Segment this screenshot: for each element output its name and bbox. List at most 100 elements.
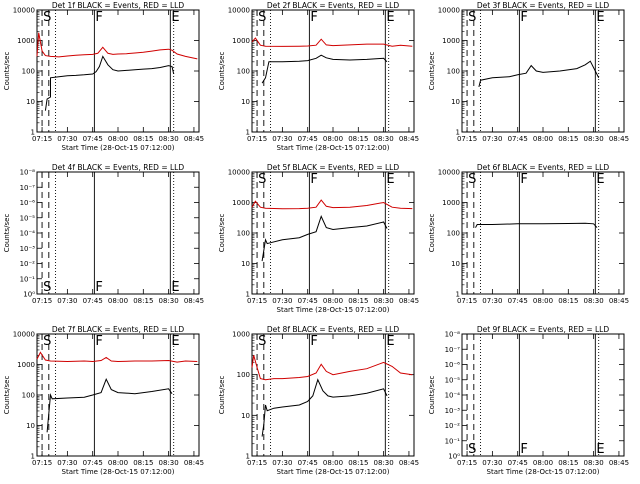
y-tick-label: 10⁻¹ <box>20 275 36 283</box>
y-tick-label: 1000 <box>232 37 250 45</box>
y-tick-label: 100 <box>237 68 250 76</box>
x-tick-label: 08:15 <box>348 297 368 305</box>
y-tick-label: 1 <box>246 291 250 299</box>
plot-frame <box>461 333 625 457</box>
x-tick-label: 08:15 <box>558 459 578 467</box>
plot-frame <box>36 333 200 457</box>
marker-label-s: S <box>258 172 266 187</box>
y-tick-label: 1000 <box>232 331 250 339</box>
marker-label-s: S <box>468 442 476 457</box>
x-tick-label: 07:15 <box>32 459 52 467</box>
y-tick-label: 10⁻⁵ <box>20 214 36 222</box>
events-series-line <box>478 60 600 88</box>
x-tick-label: 08:15 <box>348 459 368 467</box>
y-tick-label: 10⁻³ <box>20 245 36 253</box>
y-tick-label: 10 <box>26 422 35 430</box>
marker-label-s: S <box>468 172 476 187</box>
y-tick-label: 10⁻⁶ <box>445 361 461 369</box>
marker-label-f: F <box>310 10 317 25</box>
x-tick-label: 07:45 <box>508 135 528 143</box>
panel-title: Det 7f BLACK = Events, RED = LLD <box>52 325 185 334</box>
marker-label-f: F <box>95 10 102 25</box>
marker-label-s: S <box>43 334 51 349</box>
marker-label-f: F <box>520 172 527 187</box>
x-tick-label: 08:00 <box>533 297 553 305</box>
x-tick-label: 07:15 <box>457 459 477 467</box>
y-tick-label: 1 <box>246 129 250 137</box>
y-tick-label: 10⁻² <box>20 260 36 268</box>
x-tick-label: 07:15 <box>457 297 477 305</box>
y-tick-label: 10000 <box>228 169 250 177</box>
marker-label-e: E <box>171 10 179 25</box>
x-tick-label: 07:30 <box>482 459 502 467</box>
x-tick-label: 08:00 <box>533 135 553 143</box>
y-tick-label: 10 <box>241 260 250 268</box>
x-tick-label: 08:00 <box>108 135 128 143</box>
events-series-line <box>475 222 598 228</box>
y-tick-label: 10⁻⁸ <box>445 331 461 339</box>
y-tick-label: 1000 <box>442 199 460 207</box>
y-tick-label: 1000 <box>17 37 35 45</box>
x-tick-label: 08:15 <box>558 297 578 305</box>
lld-series-line <box>36 32 198 60</box>
y-axis-label: Counts/sec <box>428 52 436 91</box>
y-tick-label: 100 <box>22 68 35 76</box>
marker-label-s: S <box>43 10 51 25</box>
marker-label-s: S <box>468 10 476 25</box>
y-tick-label: 100 <box>237 230 250 238</box>
y-tick-label: 1000 <box>442 37 460 45</box>
x-tick-label: 07:45 <box>508 459 528 467</box>
marker-label-e: E <box>596 10 604 25</box>
panel-title: Det 8f BLACK = Events, RED = LLD <box>267 325 400 334</box>
lld-series-line <box>36 351 198 363</box>
x-tick-label: 08:45 <box>399 459 419 467</box>
y-tick-label: 100 <box>447 230 460 238</box>
detector-panel-2: Det 2f BLACK = Events, RED = LLD 1 10 100 10… <box>218 1 419 152</box>
y-tick-label: 1 <box>31 129 35 137</box>
x-tick-label: 08:45 <box>184 459 204 467</box>
x-tick-label: 07:30 <box>57 459 77 467</box>
y-tick-label: 10⁻³ <box>445 407 461 415</box>
events-series-line <box>261 215 388 262</box>
marker-label-f: F <box>95 280 102 295</box>
x-tick-label: 08:45 <box>399 297 419 305</box>
detector-panel-1: Det 1f BLACK = Events, RED = LLD 1 10 100 10… <box>3 1 204 152</box>
marker-label-f: F <box>310 334 317 349</box>
y-tick-label: 10⁻⁴ <box>20 230 36 238</box>
x-tick-label: 08:15 <box>348 135 368 143</box>
marker-label-e: E <box>596 172 604 187</box>
y-tick-label: 1000 <box>232 199 250 207</box>
plot-frame <box>251 9 415 133</box>
x-tick-label: 08:30 <box>374 297 394 305</box>
marker-label-e: E <box>171 334 179 349</box>
y-tick-label: 10⁻⁸ <box>20 169 36 177</box>
y-tick-label: 10 <box>241 98 250 106</box>
detector-panel-5: Det 5f BLACK = Events, RED = LLD 1 10 100 10… <box>218 163 419 314</box>
y-tick-label: 100 <box>22 392 35 400</box>
x-tick-label: 08:00 <box>323 135 343 143</box>
x-tick-label: 07:45 <box>83 297 103 305</box>
x-tick-label: 07:15 <box>247 459 267 467</box>
plot-frame <box>461 9 625 133</box>
y-tick-label: 1 <box>456 129 460 137</box>
x-tick-label: 07:30 <box>272 135 292 143</box>
lld-series-line <box>251 37 413 47</box>
y-tick-label: 10⁻⁷ <box>445 346 461 354</box>
y-tick-label: 10000 <box>13 331 35 339</box>
x-tick-label: 07:30 <box>482 135 502 143</box>
plot-frame <box>251 171 415 295</box>
x-tick-label: 08:00 <box>108 297 128 305</box>
x-tick-label: 07:45 <box>298 297 318 305</box>
x-axis-label: Start Time (28-Oct-15 07:12:00) <box>277 468 390 476</box>
x-tick-label: 08:00 <box>533 459 553 467</box>
x-tick-label: 08:15 <box>133 135 153 143</box>
x-tick-label: 08:45 <box>609 135 629 143</box>
y-tick-label: 10⁰ <box>448 453 460 461</box>
lld-series-line <box>251 355 413 381</box>
x-tick-label: 08:30 <box>584 135 604 143</box>
x-tick-label: 07:45 <box>508 297 528 305</box>
x-tick-label: 07:45 <box>298 135 318 143</box>
x-tick-label: 08:45 <box>399 135 419 143</box>
marker-label-e: E <box>386 172 394 187</box>
